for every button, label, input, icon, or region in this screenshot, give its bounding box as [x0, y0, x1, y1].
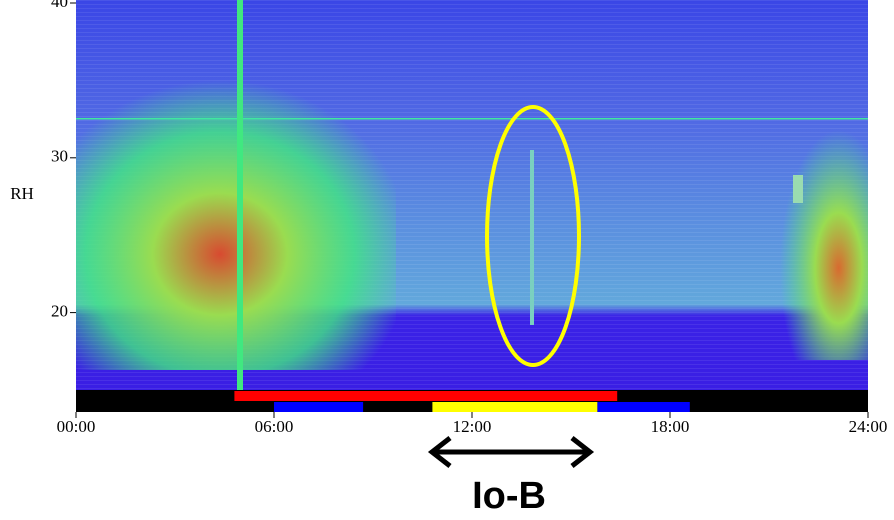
- y-tick-label: 40: [51, 0, 68, 11]
- time-interval: [432, 402, 598, 412]
- x-tick-label: 24:00: [849, 417, 888, 436]
- arrow: [427, 436, 595, 468]
- annotation: Io-B: [472, 475, 546, 517]
- spectrogram-image: [76, 0, 868, 390]
- time-interval: [597, 402, 690, 412]
- time-interval: [274, 402, 364, 412]
- highlight-ellipse: [485, 105, 581, 367]
- y-tick-label: 20: [51, 302, 68, 321]
- x-tick-label: 06:00: [255, 417, 294, 436]
- x-tick-label: 18:00: [651, 417, 690, 436]
- y-axis-label: RH: [10, 184, 34, 203]
- x-tick-label: 00:00: [57, 417, 96, 436]
- x-tick-label: 12:00: [453, 417, 492, 436]
- y-tick-label: 30: [51, 147, 68, 166]
- time-interval: [234, 391, 618, 401]
